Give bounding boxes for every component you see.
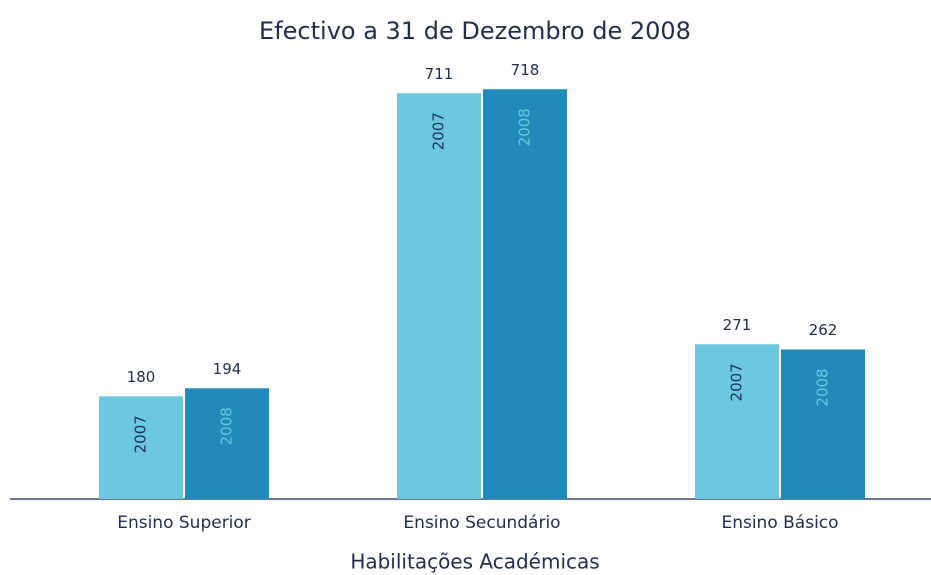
bar-series-label: 2008 [218, 407, 236, 445]
x-axis-label: Habilitações Académicas [350, 550, 599, 574]
value-label: 180 [127, 368, 156, 386]
value-label: 194 [213, 360, 242, 378]
bar [695, 344, 779, 499]
bar-series-label: 2007 [132, 415, 150, 453]
bar-series-label: 2007 [430, 112, 448, 150]
bar [483, 89, 567, 500]
bar [99, 396, 183, 499]
value-label: 271 [723, 316, 752, 334]
bar-series-label: 2008 [516, 108, 534, 146]
value-label: 711 [425, 65, 454, 83]
value-label: 262 [809, 321, 838, 339]
x-tick-label: Ensino Superior [117, 513, 251, 533]
x-tick-label: Ensino Básico [721, 513, 838, 533]
chart-title: Efectivo a 31 de Dezembro de 2008 [259, 17, 691, 45]
bar [397, 93, 481, 500]
bar [185, 388, 269, 499]
x-tick-label: Ensino Secundário [403, 513, 560, 533]
bar-series-label: 2007 [728, 363, 746, 401]
bar [781, 349, 865, 499]
bar-series-label: 2008 [814, 368, 832, 406]
value-label: 718 [511, 61, 540, 79]
